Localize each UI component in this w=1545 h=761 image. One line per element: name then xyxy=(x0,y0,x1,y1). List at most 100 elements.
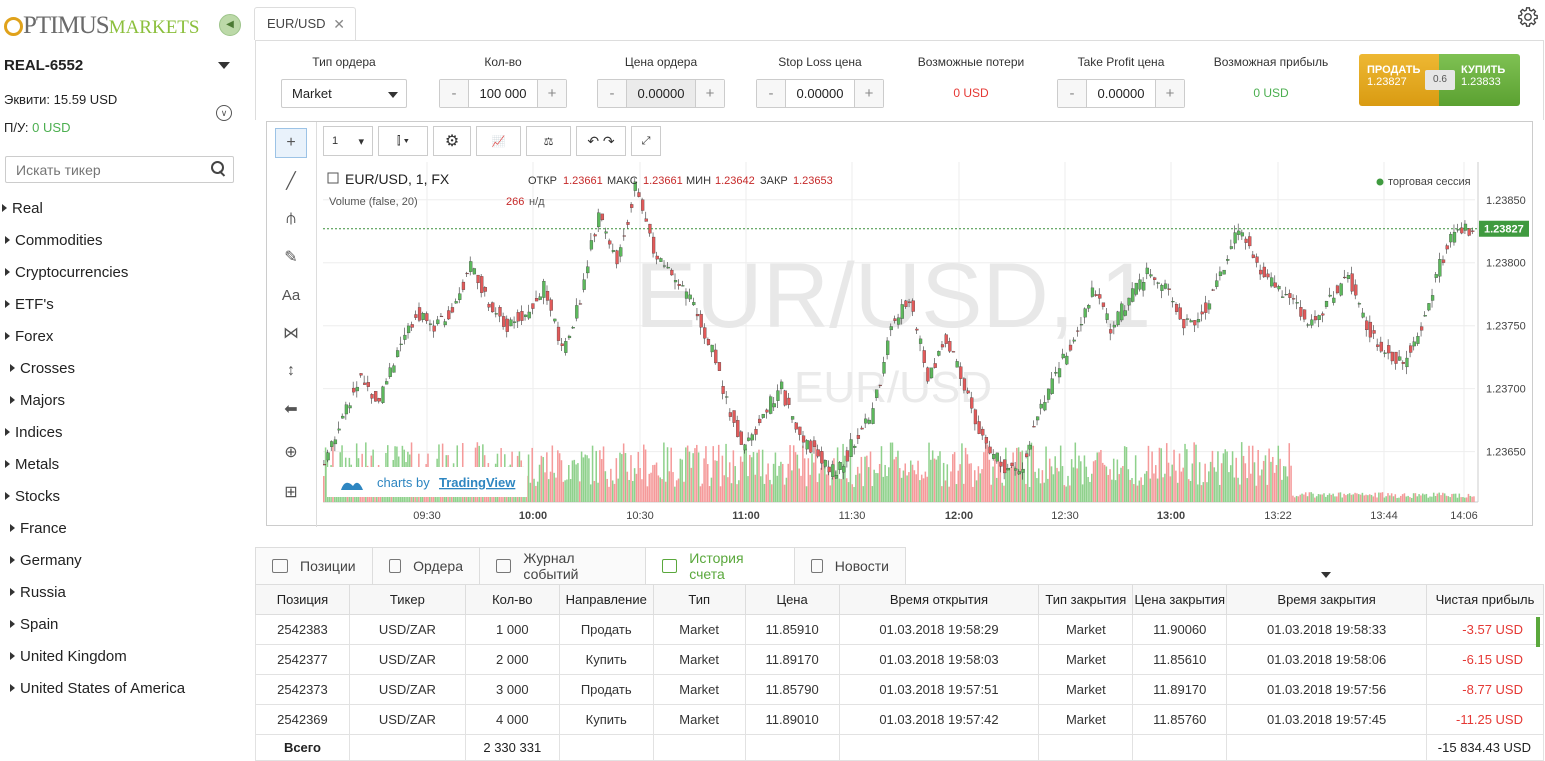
optimus-markets-logo[interactable]: PTIMUSMARKETS xyxy=(2,12,207,42)
tab-orders[interactable]: Ордера xyxy=(372,547,480,584)
tree-item[interactable]: ETF's xyxy=(0,293,244,325)
caret-right-icon[interactable] xyxy=(5,300,10,308)
tree-item[interactable]: Forex xyxy=(0,325,244,357)
caret-right-icon[interactable] xyxy=(2,204,7,212)
caret-right-icon[interactable] xyxy=(5,332,10,340)
caret-right-icon[interactable] xyxy=(5,492,10,500)
tree-item[interactable]: United States of America xyxy=(0,677,244,709)
column-header[interactable]: Чистая прибыль xyxy=(1426,584,1544,615)
arrow-left-icon[interactable]: ⬅ xyxy=(284,401,298,418)
tree-item[interactable]: Real xyxy=(0,197,244,229)
caret-right-icon[interactable] xyxy=(10,524,15,532)
interval-select[interactable]: 1 ▾ xyxy=(323,126,373,156)
tree-item[interactable]: Cryptocurrencies xyxy=(0,261,244,293)
tab-news[interactable]: Новости xyxy=(794,547,906,584)
price-plus-button[interactable]: + xyxy=(696,80,724,107)
caret-right-icon[interactable] xyxy=(10,556,15,564)
close-icon[interactable]: ✕ xyxy=(333,16,345,32)
undo-redo-icon[interactable]: ↶ ↷ xyxy=(576,126,626,156)
order-price-stepper[interactable]: -0.00000 + xyxy=(597,79,725,108)
tree-item[interactable]: Commodities xyxy=(0,229,244,261)
compare-icon[interactable]: ⚖ xyxy=(526,126,571,156)
tab-positions[interactable]: Позиции xyxy=(255,547,373,584)
price-chart[interactable]: 1.23850 1.23800 1.23750 1.23700 1.23650 09:30… xyxy=(323,162,1530,525)
sl-minus-button[interactable]: - xyxy=(757,80,785,107)
buy-button[interactable]: КУПИТЬ 1.23833 xyxy=(1439,54,1520,106)
tree-item[interactable]: Metals xyxy=(0,453,244,485)
collapse-legend-icon[interactable] xyxy=(327,172,339,184)
table-row[interactable]: 2542369 USD/ZAR 4 000 Купить Market 11.89010 0… xyxy=(255,704,1544,735)
chart-settings-icon[interactable]: ⚙ xyxy=(433,126,471,156)
column-header[interactable]: Тип закрытия xyxy=(1038,584,1134,615)
column-header[interactable]: Тип xyxy=(652,584,746,615)
column-header[interactable]: Цена закрытия xyxy=(1132,584,1228,615)
caret-right-icon[interactable] xyxy=(10,588,15,596)
account-name[interactable]: REAL-6552 xyxy=(4,57,84,74)
take-profit-value[interactable]: 0.00000 xyxy=(1086,80,1156,107)
tree-item[interactable]: Crosses xyxy=(0,357,244,389)
tp-plus-button[interactable]: + xyxy=(1156,80,1184,107)
column-header[interactable]: Кол-во xyxy=(464,584,560,615)
caret-right-icon[interactable] xyxy=(10,684,15,692)
sl-plus-button[interactable]: + xyxy=(855,80,883,107)
tree-item[interactable]: Stocks xyxy=(0,485,244,517)
stop-loss-stepper[interactable]: -0.00000 + xyxy=(756,79,884,108)
tree-item[interactable]: France xyxy=(0,517,244,549)
price-minus-button[interactable]: - xyxy=(598,80,626,107)
tab-event-log[interactable]: Журнал событий xyxy=(479,547,646,584)
caret-right-icon[interactable] xyxy=(5,268,10,276)
text-tool-icon[interactable]: Aa xyxy=(281,286,301,304)
caret-right-icon[interactable] xyxy=(10,652,15,660)
crosshair-icon[interactable]: + xyxy=(275,128,307,158)
tab-eurusd[interactable]: EUR/USD ✕ xyxy=(254,7,356,40)
measure-icon[interactable]: ↕ xyxy=(287,362,295,379)
tree-item[interactable]: Germany xyxy=(0,549,244,581)
tradingview-branding[interactable]: charts by TradingView xyxy=(327,467,527,497)
caret-right-icon[interactable] xyxy=(5,236,10,244)
caret-right-icon[interactable] xyxy=(5,460,10,468)
collapse-sidebar-icon[interactable]: ◀ xyxy=(219,14,241,36)
caret-right-icon[interactable] xyxy=(10,364,15,372)
expand-account-icon[interactable]: ∨ xyxy=(216,105,232,121)
search-icon[interactable] xyxy=(211,161,225,175)
scrollbar[interactable] xyxy=(1536,617,1540,647)
tab-account-history[interactable]: История счета xyxy=(645,547,795,584)
table-row[interactable]: 2542383 USD/ZAR 1 000 Продать Market 11.85910… xyxy=(255,614,1544,645)
branding-name[interactable]: TradingView xyxy=(439,475,516,490)
column-header[interactable]: Время открытия xyxy=(838,584,1040,615)
gear-icon[interactable] xyxy=(1517,6,1539,28)
qty-value[interactable]: 100 000 xyxy=(468,80,538,107)
ruler-icon[interactable]: ⊞ xyxy=(284,484,298,501)
column-header[interactable]: Позиция xyxy=(255,584,350,615)
pattern-icon[interactable]: ⋈ xyxy=(283,325,299,342)
trend-line-icon[interactable]: ╱ xyxy=(286,173,296,190)
fork-icon[interactable]: ⫛ xyxy=(286,210,296,227)
sort-desc-icon[interactable] xyxy=(1321,572,1331,578)
qty-stepper[interactable]: -100 000 + xyxy=(439,79,567,108)
tree-item[interactable]: Russia xyxy=(0,581,244,613)
stop-loss-value[interactable]: 0.00000 xyxy=(785,80,855,107)
account-dropdown-icon[interactable] xyxy=(218,62,230,69)
table-row[interactable]: 2542377 USD/ZAR 2 000 Купить Market 11.89170 0… xyxy=(255,644,1544,675)
column-header[interactable]: Время закрытия xyxy=(1226,584,1428,615)
caret-right-icon[interactable] xyxy=(10,396,15,404)
tree-item[interactable]: Spain xyxy=(0,613,244,645)
caret-right-icon[interactable] xyxy=(10,620,15,628)
caret-right-icon[interactable] xyxy=(5,428,10,436)
tree-item[interactable]: Indices xyxy=(0,421,244,453)
tree-item[interactable]: United Kingdom xyxy=(0,645,244,677)
table-row[interactable]: 2542373 USD/ZAR 3 000 Продать Market 11.85790… xyxy=(255,674,1544,705)
order-price-value[interactable]: 0.00000 xyxy=(626,80,696,107)
ticker-search[interactable] xyxy=(5,156,234,183)
indicators-icon[interactable]: 📈 xyxy=(476,126,521,156)
column-header[interactable]: Цена xyxy=(744,584,840,615)
qty-minus-button[interactable]: - xyxy=(440,80,468,107)
tree-item[interactable]: Majors xyxy=(0,389,244,421)
fullscreen-icon[interactable]: ⤢ xyxy=(631,126,661,156)
ticker-search-input[interactable] xyxy=(6,157,196,182)
qty-plus-button[interactable]: + xyxy=(538,80,566,107)
candle-style-icon[interactable]: ⫿ ▾ xyxy=(378,126,428,156)
column-header[interactable]: Направление xyxy=(558,584,654,615)
zoom-icon[interactable]: ⊕ xyxy=(284,444,298,461)
column-header[interactable]: Тикер xyxy=(348,584,466,615)
